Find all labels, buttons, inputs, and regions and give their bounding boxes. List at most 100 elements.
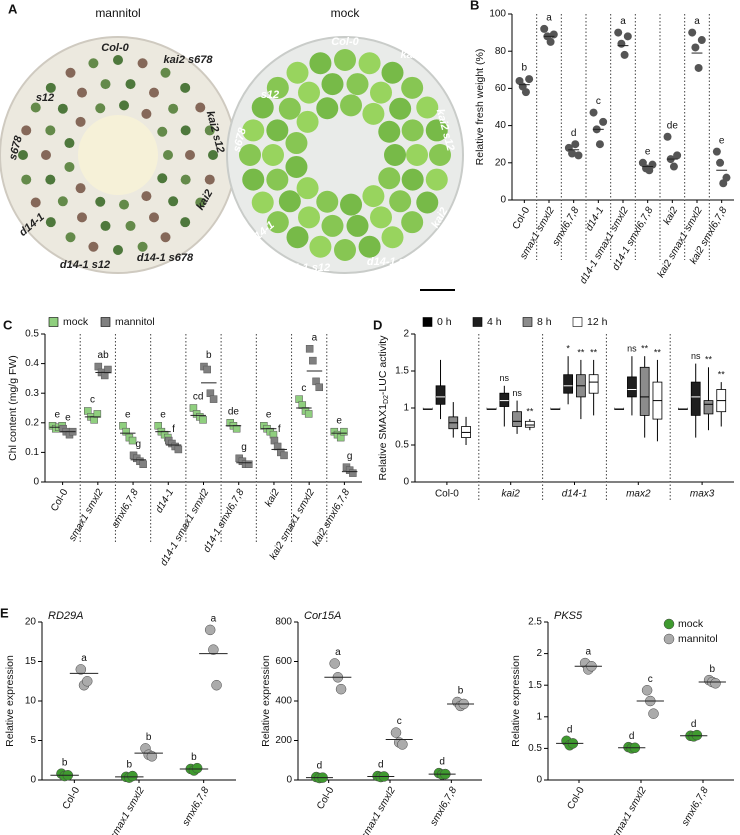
significance-letter: c <box>90 395 95 406</box>
genotype-label: Col-0 <box>331 36 359 48</box>
y-tick-label: 2 <box>403 329 409 340</box>
data-point <box>280 451 288 460</box>
plant <box>88 58 99 69</box>
plant <box>100 220 111 231</box>
plant <box>370 81 392 104</box>
plant <box>362 185 385 208</box>
plant <box>266 119 289 142</box>
plant <box>296 177 319 200</box>
x-tick-label: Col-0 <box>315 785 337 812</box>
plant <box>180 82 191 93</box>
x-tick-label: max3 <box>690 489 715 500</box>
data-point <box>574 151 583 160</box>
significance-letter: cd <box>193 392 204 403</box>
significance-letter: b <box>458 686 464 697</box>
legend-label: mannitol <box>115 316 155 328</box>
plant <box>157 126 168 137</box>
plant <box>401 76 424 99</box>
data-point <box>309 356 317 365</box>
significance-letter: d <box>317 761 323 772</box>
y-tick-label: 10 <box>25 696 37 707</box>
significance-label: ns <box>500 373 510 383</box>
plant <box>401 119 424 142</box>
y-tick-label: 2.5 <box>528 617 542 628</box>
plant <box>346 73 369 96</box>
significance-letter: f <box>172 424 175 435</box>
x-tick-label: smxl6,7,8 <box>110 487 141 530</box>
data-point <box>710 678 721 689</box>
data-point <box>521 88 530 97</box>
genotype-label: d14-1 s12 <box>60 259 110 271</box>
plant <box>316 97 339 120</box>
plant <box>358 235 381 258</box>
plant <box>160 67 171 78</box>
plant <box>141 108 152 119</box>
y-tick-label: 400 <box>275 696 292 707</box>
plant <box>195 197 206 208</box>
significance-label: ** <box>654 347 662 357</box>
y-axis-label: Relative expression <box>510 655 522 747</box>
box <box>435 385 446 405</box>
plant <box>285 132 308 155</box>
significance-letter: a <box>312 332 318 343</box>
data-point <box>245 460 253 468</box>
plant <box>195 102 206 113</box>
data-point <box>128 436 137 445</box>
x-tick-label: Col-0 <box>511 205 533 232</box>
significance-letter: d <box>378 760 384 771</box>
y-axis-label: Relative expression <box>4 655 16 747</box>
plant <box>77 212 87 223</box>
y-tick-label: 0 <box>403 477 409 488</box>
panel-letter: A <box>8 1 18 16</box>
data-point <box>691 43 700 52</box>
plant <box>119 199 130 210</box>
significance-letter: e <box>160 409 166 420</box>
genotype-label: s12 <box>261 89 279 101</box>
plant <box>286 226 309 249</box>
data-point <box>623 32 632 41</box>
data-point <box>304 410 313 418</box>
x-tick-label: Col-0 <box>49 487 71 514</box>
y-tick-label: 1 <box>403 403 409 414</box>
plant <box>45 174 56 185</box>
data-point <box>525 75 534 84</box>
significance-letter: c <box>648 674 653 685</box>
y-tick-label: 0.5 <box>528 743 542 754</box>
y-tick-label: 2 <box>536 648 542 659</box>
significance-letter: b <box>206 350 212 361</box>
box <box>690 381 701 416</box>
box <box>588 374 599 394</box>
plant <box>149 212 159 223</box>
box <box>627 376 637 398</box>
significance-letter: a <box>546 13 552 24</box>
plant <box>168 103 179 114</box>
genotype-label: d14-1 s678 <box>367 256 424 268</box>
data-point <box>648 160 657 169</box>
plant <box>296 110 319 133</box>
data-point <box>211 679 222 691</box>
plant <box>429 144 451 166</box>
significance-letter: c <box>301 383 306 394</box>
legend-label: 0 h <box>437 316 452 328</box>
x-tick-label: smax1 smxl2 <box>67 487 106 543</box>
plant <box>204 174 215 185</box>
box <box>524 420 535 428</box>
significance-letter: d <box>691 719 697 730</box>
plant <box>95 196 106 207</box>
significance-label: ** <box>705 355 713 365</box>
significance-label: ** <box>718 369 726 379</box>
plant <box>251 191 274 214</box>
plant <box>180 217 191 228</box>
box <box>563 374 573 394</box>
genotype-label: Col-0 <box>101 42 129 54</box>
plant <box>30 102 41 113</box>
plant <box>75 116 86 127</box>
plant <box>285 155 308 178</box>
significance-letter: b <box>62 757 68 768</box>
box <box>703 400 714 415</box>
data-point <box>191 762 203 774</box>
significance-letter: g <box>241 442 247 453</box>
y-tick-label: 15 <box>25 656 37 667</box>
x-tick-label: smax1 smxl2 <box>108 785 147 835</box>
data-point <box>595 140 604 149</box>
